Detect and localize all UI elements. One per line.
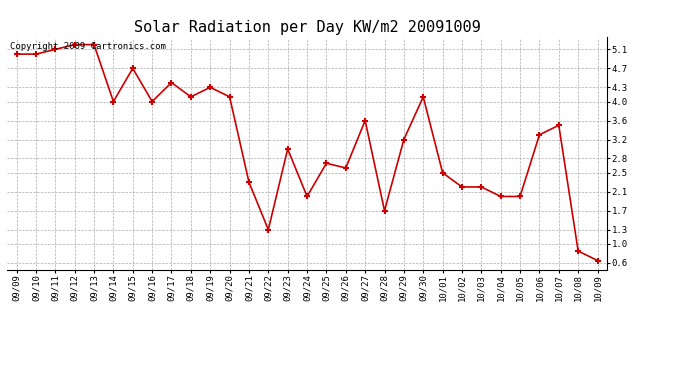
Text: Copyright 2009 Cartronics.com: Copyright 2009 Cartronics.com bbox=[10, 42, 166, 51]
Title: Solar Radiation per Day KW/m2 20091009: Solar Radiation per Day KW/m2 20091009 bbox=[134, 20, 480, 35]
